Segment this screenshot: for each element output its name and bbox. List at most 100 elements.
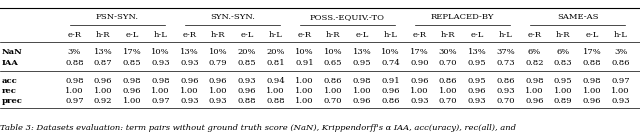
Text: h-L: h-L: [269, 31, 283, 39]
Text: 0.97: 0.97: [151, 97, 170, 105]
Text: 10%: 10%: [324, 48, 342, 56]
Text: h-L: h-L: [154, 31, 168, 39]
Text: 1.00: 1.00: [611, 87, 630, 95]
Text: REPLACED-BY: REPLACED-BY: [431, 13, 494, 21]
Text: 0.96: 0.96: [123, 87, 141, 95]
Text: h-R: h-R: [96, 31, 110, 39]
Text: prec: prec: [2, 97, 23, 105]
Text: 10%: 10%: [209, 48, 227, 56]
Text: 0.96: 0.96: [381, 87, 400, 95]
Text: 0.65: 0.65: [324, 59, 342, 67]
Text: e-R: e-R: [67, 31, 81, 39]
Text: e-L: e-L: [240, 31, 253, 39]
Text: 0.86: 0.86: [439, 77, 458, 85]
Text: 6%: 6%: [528, 48, 541, 56]
Text: 0.82: 0.82: [525, 59, 543, 67]
Text: 0.73: 0.73: [496, 59, 515, 67]
Text: h-R: h-R: [326, 31, 340, 39]
Text: 0.70: 0.70: [497, 97, 515, 105]
Text: 0.95: 0.95: [554, 77, 572, 85]
Text: h-L: h-L: [499, 31, 513, 39]
Text: 0.87: 0.87: [94, 59, 113, 67]
Text: 0.95: 0.95: [468, 59, 486, 67]
Text: 0.98: 0.98: [123, 77, 141, 85]
Text: 0.81: 0.81: [266, 59, 285, 67]
Text: 0.70: 0.70: [439, 59, 458, 67]
Text: 0.88: 0.88: [266, 97, 285, 105]
Text: 0.93: 0.93: [496, 87, 515, 95]
Text: 0.74: 0.74: [381, 59, 400, 67]
Text: 1.00: 1.00: [266, 87, 285, 95]
Text: h-L: h-L: [614, 31, 628, 39]
Text: e-R: e-R: [182, 31, 196, 39]
Text: 0.93: 0.93: [180, 59, 198, 67]
Text: 0.83: 0.83: [554, 59, 572, 67]
Text: 0.85: 0.85: [237, 59, 256, 67]
Text: 0.96: 0.96: [468, 87, 486, 95]
Text: 13%: 13%: [180, 48, 199, 56]
Text: 1.00: 1.00: [209, 87, 227, 95]
Text: POSS.-EQUIV.-TO: POSS.-EQUIV.-TO: [310, 13, 385, 21]
Text: 0.79: 0.79: [209, 59, 227, 67]
Text: 0.98: 0.98: [65, 77, 84, 85]
Text: 1.00: 1.00: [295, 97, 314, 105]
Text: 0.88: 0.88: [237, 97, 256, 105]
Text: 0.93: 0.93: [180, 97, 198, 105]
Text: 13%: 13%: [467, 48, 486, 56]
Text: SAME-AS: SAME-AS: [557, 13, 598, 21]
Text: 20%: 20%: [266, 48, 285, 56]
Text: 1.00: 1.00: [410, 87, 429, 95]
Text: e-R: e-R: [298, 31, 312, 39]
Text: 0.89: 0.89: [554, 97, 572, 105]
Text: 0.97: 0.97: [611, 77, 630, 85]
Text: 0.96: 0.96: [209, 77, 227, 85]
Text: 1.00: 1.00: [353, 87, 371, 95]
Text: 0.93: 0.93: [410, 97, 429, 105]
Text: 10%: 10%: [151, 48, 170, 56]
Text: 1.00: 1.00: [439, 87, 458, 95]
Text: 0.91: 0.91: [381, 77, 400, 85]
Text: 0.86: 0.86: [381, 97, 400, 105]
Text: 6%: 6%: [557, 48, 570, 56]
Text: FSN-SYN.: FSN-SYN.: [96, 13, 139, 21]
Text: 0.93: 0.93: [611, 97, 630, 105]
Text: SYN.-SYN.: SYN.-SYN.: [210, 13, 255, 21]
Text: 0.86: 0.86: [324, 77, 342, 85]
Text: 0.70: 0.70: [324, 97, 342, 105]
Text: e-R: e-R: [412, 31, 426, 39]
Text: h-R: h-R: [211, 31, 225, 39]
Text: 0.98: 0.98: [525, 77, 544, 85]
Text: 0.93: 0.93: [237, 77, 256, 85]
Text: 0.94: 0.94: [266, 77, 285, 85]
Text: 0.93: 0.93: [468, 97, 486, 105]
Text: 17%: 17%: [410, 48, 429, 56]
Text: 0.86: 0.86: [611, 59, 630, 67]
Text: 0.96: 0.96: [180, 77, 198, 85]
Text: 1.00: 1.00: [152, 87, 170, 95]
Text: 0.95: 0.95: [353, 59, 371, 67]
Text: 3%: 3%: [68, 48, 81, 56]
Text: 0.98: 0.98: [353, 77, 371, 85]
Text: e-L: e-L: [470, 31, 484, 39]
Text: 1.00: 1.00: [324, 87, 342, 95]
Text: Table 3: Datasets evaluation: term pairs without ground truth score (NaN), Kripp: Table 3: Datasets evaluation: term pairs…: [0, 124, 516, 132]
Text: 1.00: 1.00: [94, 87, 113, 95]
Text: 0.96: 0.96: [410, 77, 429, 85]
Text: 0.86: 0.86: [497, 77, 515, 85]
Text: 0.96: 0.96: [525, 97, 543, 105]
Text: 10%: 10%: [381, 48, 400, 56]
Text: rec: rec: [2, 87, 17, 95]
Text: 0.96: 0.96: [353, 97, 371, 105]
Text: NaN: NaN: [2, 48, 23, 56]
Text: 30%: 30%: [439, 48, 458, 56]
Text: 1.00: 1.00: [582, 87, 601, 95]
Text: h-R: h-R: [441, 31, 456, 39]
Text: e-L: e-L: [355, 31, 369, 39]
Text: 1.00: 1.00: [295, 87, 314, 95]
Text: 37%: 37%: [496, 48, 515, 56]
Text: 1.00: 1.00: [180, 87, 198, 95]
Text: 0.91: 0.91: [295, 59, 314, 67]
Text: 0.97: 0.97: [65, 97, 84, 105]
Text: 0.90: 0.90: [410, 59, 429, 67]
Text: 1.00: 1.00: [295, 77, 314, 85]
